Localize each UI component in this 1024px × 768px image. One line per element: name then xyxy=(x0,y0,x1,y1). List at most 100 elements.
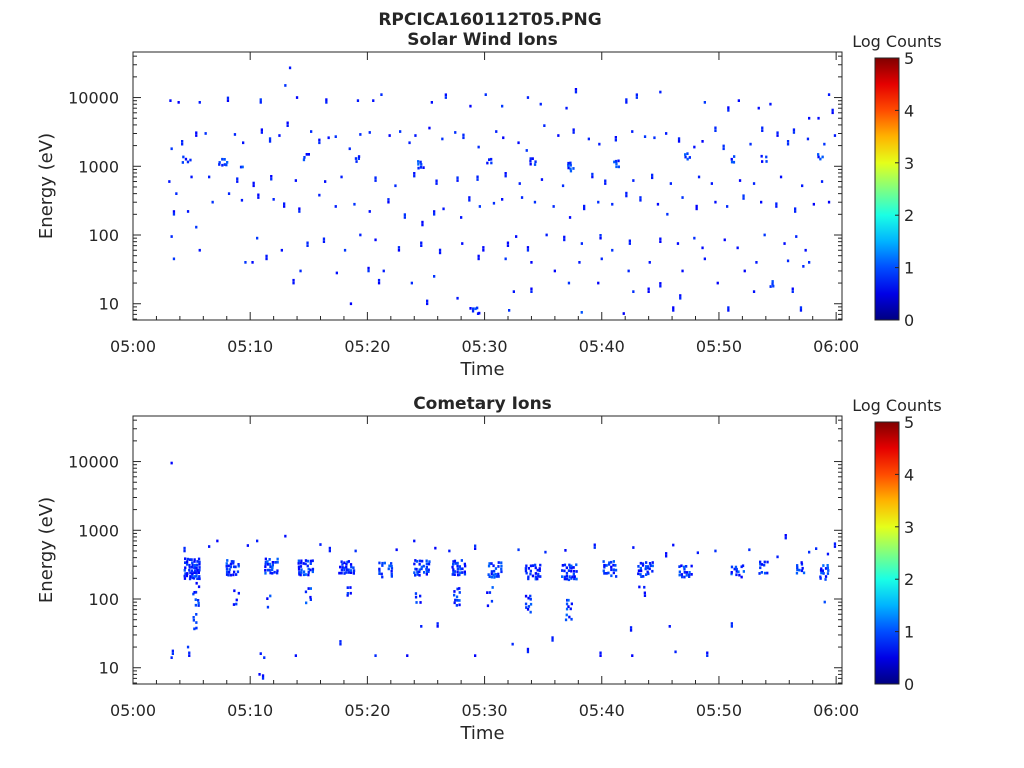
data-cell xyxy=(617,165,620,169)
data-cell xyxy=(357,157,360,160)
data-cell xyxy=(668,625,671,628)
data-cell xyxy=(229,565,232,569)
data-cell xyxy=(748,548,751,552)
data-cell xyxy=(551,636,554,639)
data-cell xyxy=(631,130,634,133)
data-cell xyxy=(198,577,201,581)
data-cell xyxy=(454,598,457,602)
colorbar-tick-label: 1 xyxy=(904,623,914,642)
chart-title: Solar Wind Ions xyxy=(407,30,558,50)
data-cell xyxy=(208,175,211,179)
data-cell xyxy=(726,205,729,208)
data-cell xyxy=(461,571,464,574)
data-cell xyxy=(488,591,492,594)
data-cell xyxy=(349,302,353,306)
x-tick-label: 06:00 xyxy=(813,337,859,356)
data-cell xyxy=(740,565,743,569)
data-cell xyxy=(610,565,613,569)
data-cell xyxy=(304,559,308,562)
data-cell xyxy=(477,257,480,261)
data-cell xyxy=(569,161,572,165)
data-cell xyxy=(486,591,489,594)
data-cell xyxy=(197,571,200,574)
data-cell xyxy=(269,565,272,569)
data-cell xyxy=(186,210,190,213)
data-cell xyxy=(570,602,573,606)
data-cell xyxy=(346,594,349,597)
data-cell xyxy=(381,564,384,567)
data-cell xyxy=(260,131,263,134)
data-cell xyxy=(192,592,195,596)
data-cell xyxy=(534,575,537,579)
data-cell xyxy=(567,569,571,572)
data-cell xyxy=(543,124,546,127)
data-cell xyxy=(350,565,353,569)
data-cell xyxy=(566,598,569,602)
colorbar-tick-label: 4 xyxy=(904,101,914,120)
data-cell xyxy=(172,210,176,213)
data-cell xyxy=(563,563,567,567)
data-cell xyxy=(195,581,198,585)
data-cell xyxy=(390,567,394,570)
data-cell xyxy=(701,140,704,143)
data-cell xyxy=(647,287,650,291)
data-cell xyxy=(575,577,578,581)
data-cell xyxy=(681,575,684,579)
data-cell xyxy=(575,570,578,573)
data-cell xyxy=(760,571,763,574)
data-cell xyxy=(318,141,321,145)
data-cell xyxy=(225,562,228,565)
data-cell xyxy=(572,572,575,576)
data-cell xyxy=(415,601,418,604)
data-cell xyxy=(211,200,214,204)
data-cell xyxy=(529,564,533,568)
data-cell xyxy=(646,570,649,574)
data-cell xyxy=(444,93,447,97)
data-cell xyxy=(672,309,675,312)
data-cell xyxy=(638,585,641,589)
data-cell xyxy=(169,99,172,102)
data-cell xyxy=(426,299,429,303)
data-cell xyxy=(428,560,431,563)
data-cell xyxy=(453,570,457,573)
data-cell xyxy=(306,241,309,245)
colorbar-tick-label: 0 xyxy=(904,675,914,694)
data-cell xyxy=(570,617,573,621)
data-cell xyxy=(685,573,688,577)
data-cell xyxy=(565,602,569,606)
data-cell xyxy=(801,566,804,570)
data-cell xyxy=(766,571,769,575)
data-cell xyxy=(427,570,430,573)
data-cell xyxy=(456,573,460,577)
data-cell xyxy=(198,568,201,572)
data-cell xyxy=(261,674,265,677)
data-cell xyxy=(500,561,503,565)
data-cell xyxy=(833,542,837,546)
data-cell xyxy=(233,589,236,593)
data-cell xyxy=(628,239,631,243)
data-cell xyxy=(565,106,568,110)
data-cell xyxy=(377,281,381,285)
data-cell xyxy=(340,571,343,575)
chart-title: Cometary Ions xyxy=(413,394,552,414)
data-cell xyxy=(226,99,230,102)
data-cell xyxy=(651,176,654,180)
data-cell xyxy=(232,603,236,606)
data-cell xyxy=(490,562,493,565)
data-cell xyxy=(571,575,574,579)
data-cell xyxy=(271,561,274,564)
data-cell xyxy=(771,282,774,286)
data-cell xyxy=(192,576,196,580)
data-cell xyxy=(184,561,187,564)
data-cell xyxy=(175,192,178,195)
data-cell xyxy=(637,572,640,576)
data-cell xyxy=(383,561,386,565)
data-cell xyxy=(458,603,461,607)
data-cell xyxy=(567,161,570,165)
data-cell xyxy=(569,169,573,173)
colorbar-tick-label: 5 xyxy=(904,413,914,432)
data-cell xyxy=(533,200,537,204)
data-cell xyxy=(397,248,401,252)
data-cell xyxy=(792,128,796,132)
data-cell xyxy=(599,236,602,240)
